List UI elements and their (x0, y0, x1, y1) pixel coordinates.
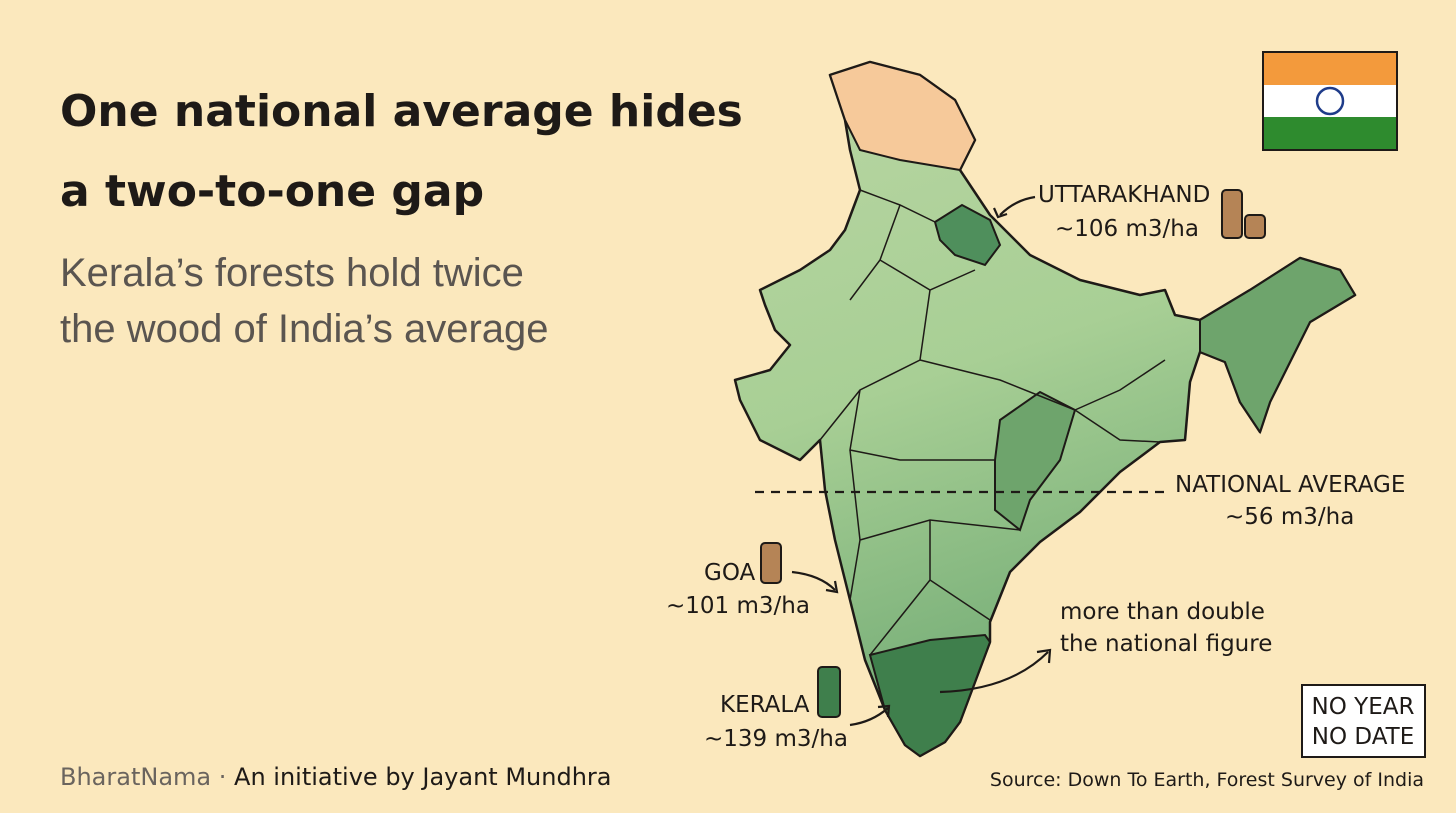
flag-white (1263, 85, 1397, 117)
source: Source: Down To Earth, Forest Survey of … (990, 769, 1424, 791)
region-northeast (1199, 256, 1357, 435)
title-line: a two-to-one gap (60, 166, 484, 217)
flag (1262, 51, 1398, 151)
title-line: One national average hides (60, 86, 743, 137)
arrow-head (992, 207, 1008, 219)
note-line: the national figure (1060, 631, 1272, 657)
india-map (733, 60, 1357, 758)
arrow-head (877, 704, 891, 718)
annotation-value: ~139 m3/ha (704, 726, 848, 752)
annotation-name: NATIONAL AVERAGE (1175, 472, 1405, 498)
brand: BharatNama (60, 763, 211, 791)
flag-saffron (1263, 52, 1397, 85)
annotation-value: ~56 m3/ha (1225, 504, 1354, 530)
arrow (791, 570, 836, 591)
annotation-value: ~101 m3/ha (666, 593, 810, 619)
region-jammu-kashmir (828, 60, 977, 172)
credit: An initiative by Jayant Mundhra (234, 763, 611, 791)
annotation-name: UTTARAKHAND (1038, 182, 1210, 208)
arrow (999, 195, 1036, 216)
region-uttarakhand (933, 203, 1002, 267)
subtitle-line: Kerala’s forests hold twice (60, 251, 524, 295)
arrow-head (1036, 648, 1052, 664)
footer-credit: BharatNama · An initiative by Jayant Mun… (60, 763, 611, 791)
log-icon (760, 542, 782, 584)
annotation-name: KERALA (720, 692, 810, 718)
stamp-line: NO DATE (1312, 724, 1414, 750)
flag-chakra (1315, 86, 1345, 116)
log-icon (817, 666, 841, 718)
log-icon (1221, 189, 1266, 239)
note-line: more than double (1060, 599, 1265, 625)
stamp-box (1301, 684, 1426, 758)
flag-green (1263, 117, 1397, 150)
annotation-value: ~106 m3/ha (1055, 216, 1199, 242)
separator: · (219, 763, 227, 791)
state-borders (819, 189, 1166, 656)
region-kerala-tamil-nadu (868, 633, 992, 758)
flag-border (1262, 51, 1398, 151)
annotation-name: GOA (704, 560, 756, 586)
arrow (849, 707, 889, 727)
arrow-head (825, 580, 839, 594)
subtitle-line: the wood of India’s average (60, 307, 549, 351)
arrow (939, 651, 1049, 694)
region-chhattisgarh (994, 390, 1077, 532)
stamp-line: NO YEAR (1312, 694, 1415, 720)
